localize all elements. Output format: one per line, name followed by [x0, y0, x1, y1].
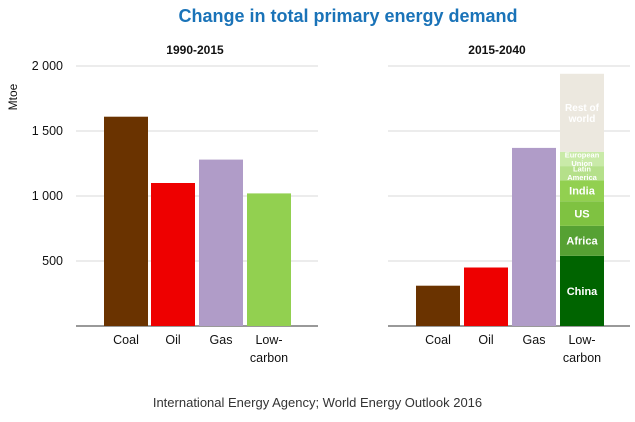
category-label: Coal [113, 333, 139, 347]
category-label: Gas [210, 333, 233, 347]
bar-segment-africa [560, 225, 604, 256]
panel-title: 2015-2040 [468, 43, 526, 57]
bar-gas [199, 159, 243, 326]
segment-label: America [567, 173, 597, 182]
y-tick-label: 2 000 [32, 59, 63, 73]
segment-label: China [567, 286, 598, 298]
chart-panels: 1990-2015 Coal Oil Gas Low-carbon 2015-2040 Co… [76, 43, 630, 365]
segment-label: world [568, 114, 596, 125]
segment-label: US [574, 208, 589, 220]
segment-label: Africa [566, 236, 598, 248]
category-label: Low- [568, 333, 595, 347]
chart-title: Change in total primary energy demand [178, 6, 517, 26]
bar-segment-india [560, 180, 604, 202]
y-tick-label: 500 [42, 254, 63, 268]
bar-segment-rest-of-world [560, 73, 604, 152]
segment-label: India [569, 186, 596, 198]
bar-gas [512, 147, 556, 326]
category-label: Coal [425, 333, 451, 347]
bar-segment-china [560, 255, 604, 326]
bar-segment-european-union [560, 151, 604, 167]
bar-segment-latin-america [560, 166, 604, 181]
segment-label: Latin [573, 165, 591, 174]
bar-low [247, 193, 291, 326]
category-label: Gas [523, 333, 546, 347]
category-label: Oil [478, 333, 493, 347]
segment-label: Union [571, 159, 593, 168]
y-axis-ticks: 500 1 000 1 500 2 000 [32, 59, 63, 268]
bar-oil [464, 267, 508, 326]
segment-label: Rest of [565, 103, 600, 114]
y-axis-label: Mtoe [6, 83, 20, 110]
bar-segment-us [560, 201, 604, 226]
panel-2015-2040: 2015-2040 Coal Oil Gas China Africa US India Lat… [388, 43, 630, 365]
bar-oil [151, 183, 195, 326]
source-credit: International Energy Agency; World Energ… [152, 395, 483, 410]
segment-label: European [565, 150, 600, 159]
y-tick-label: 1 000 [32, 189, 63, 203]
category-label: carbon [250, 351, 288, 365]
category-label: Low- [255, 333, 282, 347]
y-tick-label: 1 500 [32, 124, 63, 138]
panel-title: 1990-2015 [166, 43, 224, 57]
bar-coal [416, 285, 460, 326]
category-label: Oil [165, 333, 180, 347]
bar-coal [104, 116, 148, 326]
panel-1990-2015: 1990-2015 Coal Oil Gas Low-carbon [76, 43, 318, 365]
category-label: carbon [563, 351, 601, 365]
